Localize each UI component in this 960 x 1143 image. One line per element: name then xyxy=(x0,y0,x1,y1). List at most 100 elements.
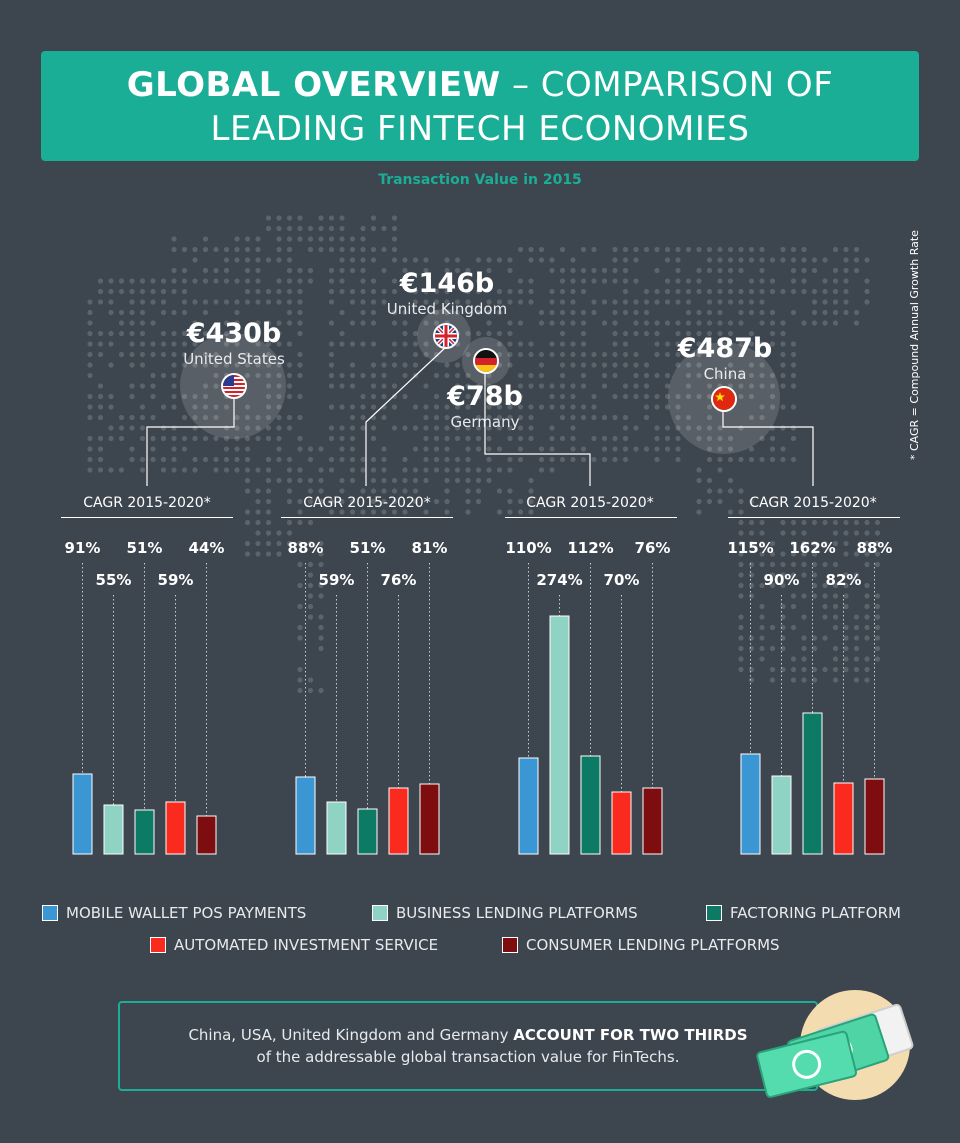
map-dot xyxy=(633,330,639,337)
map-dot xyxy=(654,288,660,295)
map-dot xyxy=(549,309,555,316)
map-dot xyxy=(790,540,797,547)
map-dot xyxy=(370,404,377,410)
bar-label-business-lending-1: 59% xyxy=(319,571,355,589)
map-dot xyxy=(738,614,744,620)
map-dot xyxy=(286,341,293,347)
map-dot xyxy=(822,540,828,547)
map-dot xyxy=(202,383,209,389)
map-dot xyxy=(171,446,177,452)
germany-flag-icon xyxy=(473,348,499,374)
map-dot xyxy=(307,677,314,683)
map-dot xyxy=(496,299,503,305)
map-dot xyxy=(339,225,345,232)
map-dot xyxy=(727,372,734,379)
map-dot xyxy=(402,425,408,431)
map-dot xyxy=(297,467,303,473)
map-dot xyxy=(643,404,650,410)
map-dot xyxy=(853,572,860,578)
map-dot xyxy=(801,666,807,673)
map-dot xyxy=(874,519,881,526)
map-dot xyxy=(580,351,587,358)
map-dot xyxy=(307,561,314,568)
map-dot xyxy=(801,519,807,526)
map-dot xyxy=(601,456,608,463)
map-dot xyxy=(496,467,503,473)
map-dot xyxy=(801,267,807,274)
map-dot xyxy=(181,435,188,442)
map-dot xyxy=(465,393,471,400)
map-dot xyxy=(192,341,198,347)
map-dot xyxy=(171,330,177,337)
map-dot xyxy=(465,278,471,284)
map-dot xyxy=(381,372,387,379)
map-dot xyxy=(696,278,702,284)
map-dot xyxy=(465,425,471,431)
map-dot xyxy=(664,278,671,284)
map-dot xyxy=(318,687,324,694)
map-dot xyxy=(822,320,828,326)
map-dot xyxy=(853,530,860,536)
map-dot xyxy=(297,225,303,232)
map-dot xyxy=(738,288,744,295)
map-dot xyxy=(454,362,461,368)
map-dot xyxy=(486,425,492,431)
country-name: United Kingdom xyxy=(386,300,508,318)
map-dot xyxy=(601,383,608,389)
map-dot xyxy=(727,362,734,368)
map-dot xyxy=(307,456,314,463)
map-dot xyxy=(423,477,429,484)
map-dot xyxy=(517,414,524,421)
map-dot xyxy=(276,299,282,305)
map-dot xyxy=(769,540,776,547)
map-dot xyxy=(307,236,314,242)
map-dot xyxy=(622,446,629,452)
map-dot xyxy=(213,383,219,389)
map-dot xyxy=(759,645,765,652)
map-dot xyxy=(759,635,765,641)
map-dot xyxy=(517,299,524,305)
map-dot xyxy=(580,267,587,274)
map-dot xyxy=(202,404,209,410)
map-dot xyxy=(360,236,366,242)
map-dot xyxy=(87,351,93,358)
map-dot xyxy=(685,299,692,305)
map-dot xyxy=(423,341,429,347)
map-dot xyxy=(685,425,692,431)
country-china: €487b China xyxy=(645,333,805,383)
map-dot xyxy=(171,393,177,400)
map-dot xyxy=(391,477,398,484)
map-dot xyxy=(633,372,639,379)
legend-swatch xyxy=(706,905,722,921)
map-dot xyxy=(496,425,503,431)
map-dot xyxy=(759,278,765,284)
map-dot xyxy=(244,267,251,274)
map-dot xyxy=(360,267,366,274)
map-dot xyxy=(339,456,345,463)
map-dot xyxy=(832,288,839,295)
map-dot xyxy=(633,383,639,389)
map-dot xyxy=(181,309,188,316)
map-dot xyxy=(150,320,156,326)
map-dot xyxy=(349,467,356,473)
map-dot xyxy=(213,267,219,274)
map-dot xyxy=(129,362,135,368)
map-dot xyxy=(538,246,545,253)
map-dot xyxy=(496,341,503,347)
map-dot xyxy=(654,456,660,463)
map-dot xyxy=(517,435,524,442)
map-dot xyxy=(496,446,503,452)
map-dot xyxy=(276,435,282,442)
map-dot xyxy=(538,404,545,410)
map-dot xyxy=(591,299,597,305)
map-dot xyxy=(391,404,398,410)
map-dot xyxy=(244,236,251,242)
map-dot xyxy=(843,309,849,316)
map-dot xyxy=(570,446,576,452)
map-dot xyxy=(591,309,597,316)
map-dot xyxy=(748,309,755,316)
map-dot xyxy=(769,257,776,263)
map-dot xyxy=(412,362,419,368)
map-dot xyxy=(727,320,734,326)
